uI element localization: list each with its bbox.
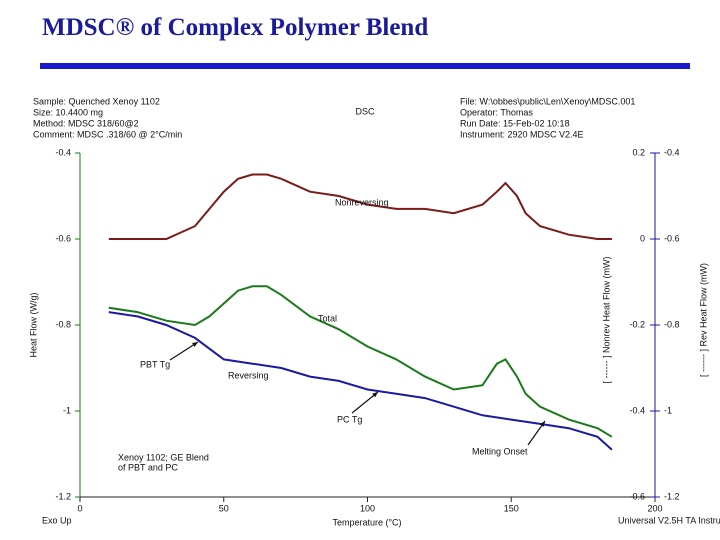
info-right: File: W:\obbes\public\Len\Xenoy\MDSC.001 (460, 96, 635, 106)
annotation: Melting Onset (472, 446, 528, 456)
y-tick-label: -0.4 (55, 147, 71, 157)
y-tick-label: -0.6 (55, 233, 71, 243)
series-line (108, 173, 612, 240)
y3-tick-label: -1.2 (664, 491, 680, 501)
series-line (108, 285, 613, 438)
annotation: Nonreversing (335, 197, 389, 207)
annotation: PBT Tg (140, 359, 170, 369)
info-right: Run Date: 15-Feb-02 10:18 (460, 118, 570, 128)
y3-tick-label: -0.8 (664, 319, 680, 329)
series-line (108, 311, 613, 451)
annotation: Reversing (228, 370, 269, 380)
y2-tick-label: -0.2 (629, 319, 645, 329)
x-tick-label: 50 (219, 503, 229, 513)
y2-axis-label: [ ------ ] Nonrev Heat Flow (mW) (601, 256, 611, 383)
y-tick-label: -0.8 (55, 319, 71, 329)
y3-tick-label: -0.6 (664, 233, 680, 243)
x-tick-label: 150 (504, 503, 519, 513)
title-rule (40, 63, 690, 69)
info-left: Method: MDSC 318/60@2 (33, 118, 139, 128)
annotation: of PBT and PC (118, 462, 178, 472)
y3-axis-label: [ ------ ] Rev Heat Flow (mW) (698, 263, 708, 377)
exo-label: Exo Up (42, 515, 72, 525)
annotation: Total (318, 313, 337, 323)
arrow-head (192, 342, 198, 347)
arrow-shaft (351, 391, 379, 414)
y2-tick-label: 0.2 (632, 147, 645, 157)
y-tick-label: -1 (63, 405, 71, 415)
y3-tick-label: -1 (664, 405, 672, 415)
instrument-label: DSC (355, 106, 375, 116)
x-axis-label: Temperature (°C) (332, 517, 401, 527)
x-tick-label: 100 (360, 503, 375, 513)
arrow-shaft (169, 341, 199, 361)
info-right: Instrument: 2920 MDSC V2.4E (460, 129, 584, 139)
annotation: PC Tg (337, 414, 362, 424)
y-axis-label: Heat Flow (W/g) (28, 292, 38, 357)
x-tick-label: 0 (77, 503, 82, 513)
x-tick-label: 200 (647, 503, 662, 513)
y2-tick-label: -0.4 (629, 405, 645, 415)
info-left: Comment: MDSC .318/60 @ 2°C/min (33, 129, 182, 139)
info-left: Sample: Quenched Xenoy 1102 (33, 96, 160, 106)
y-tick-label: -1.2 (55, 491, 71, 501)
y2-tick-label: -0.6 (629, 491, 645, 501)
arrow-head (539, 421, 545, 427)
info-right: Operator: Thomas (460, 107, 533, 117)
y3-tick-label: -0.4 (664, 147, 680, 157)
slide-title: MDSC® of Complex Polymer Blend (42, 14, 429, 41)
software-label: Universal V2.5H TA Instruments (618, 515, 720, 525)
y2-tick-label: 0 (640, 233, 645, 243)
info-left: Size: 10.4400 mg (33, 107, 103, 117)
annotation: Xenoy 1102; GE Blend (118, 452, 209, 462)
arrow-head (372, 392, 378, 398)
